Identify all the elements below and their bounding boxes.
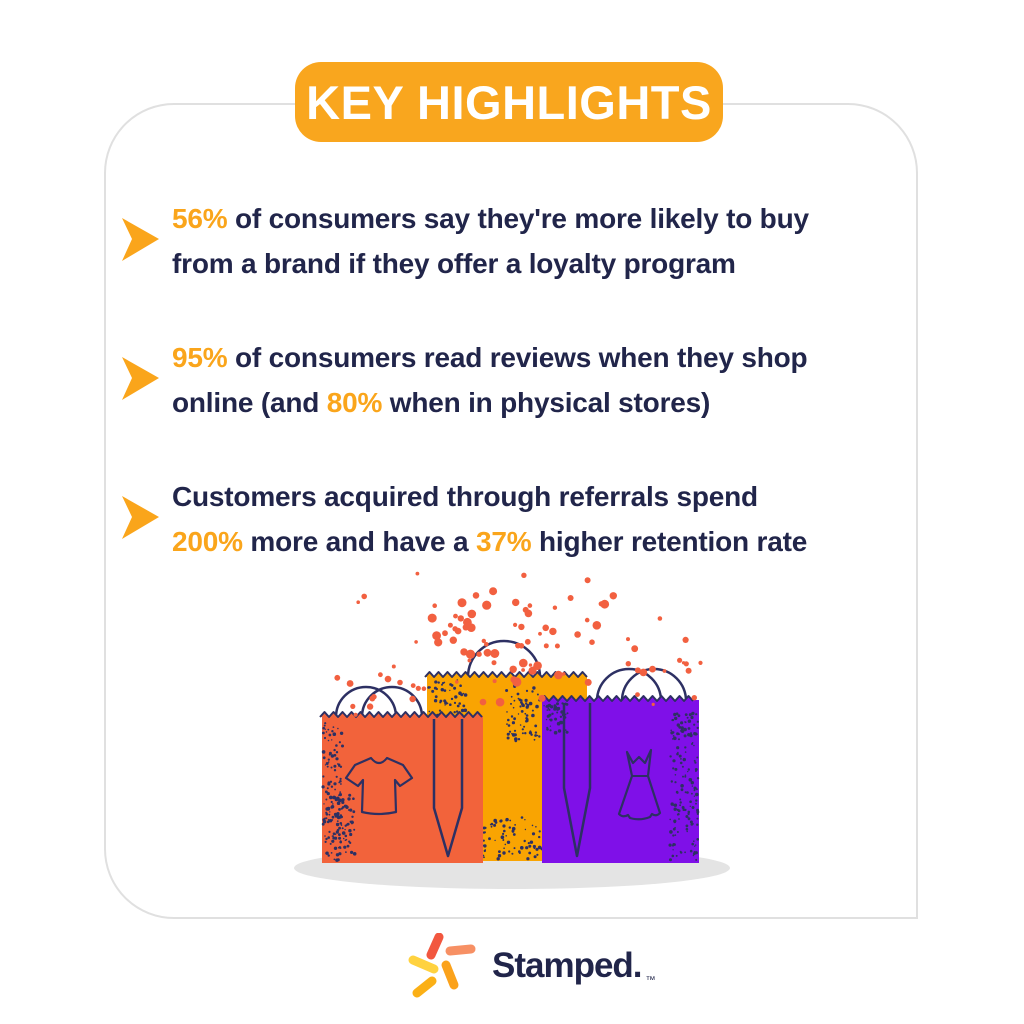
- purple-bag: [539, 695, 700, 863]
- bag-fold-lines: [432, 719, 464, 858]
- shopping-bags-illustration: [294, 571, 730, 889]
- highlights-list: 56% of consumers say they're more likely…: [122, 196, 922, 613]
- highlight-text: 95% of consumers read reviews when they …: [172, 342, 808, 418]
- brand-wordmark: Stamped.: [492, 946, 643, 985]
- bag-fold-lines: [562, 703, 592, 858]
- arrow-bullet-icon: [122, 218, 159, 261]
- highlight-item: 95% of consumers read reviews when they …: [122, 335, 922, 425]
- highlight-item: 56% of consumers say they're more likely…: [122, 196, 922, 286]
- highlight-text: 56% of consumers say they're more likely…: [172, 203, 809, 279]
- arrow-bullet-icon: [122, 496, 159, 539]
- trademark-symbol: ™: [645, 975, 656, 986]
- orange-bag: [319, 711, 483, 863]
- brand-footer: Stamped. ™: [404, 930, 656, 1002]
- dress-icon: [617, 748, 662, 821]
- tshirt-icon: [344, 756, 414, 816]
- highlight-text: Customers acquired through referrals spe…: [172, 481, 808, 557]
- confetti-dots: [334, 571, 703, 717]
- highlight-item: Customers acquired through referrals spe…: [122, 474, 922, 564]
- key-highlights-badge: KEY HIGHLIGHTS: [295, 62, 723, 142]
- stamped-logo-icon: [408, 933, 476, 998]
- badge-label: KEY HIGHLIGHTS: [306, 75, 712, 129]
- arrow-bullet-icon: [122, 357, 159, 400]
